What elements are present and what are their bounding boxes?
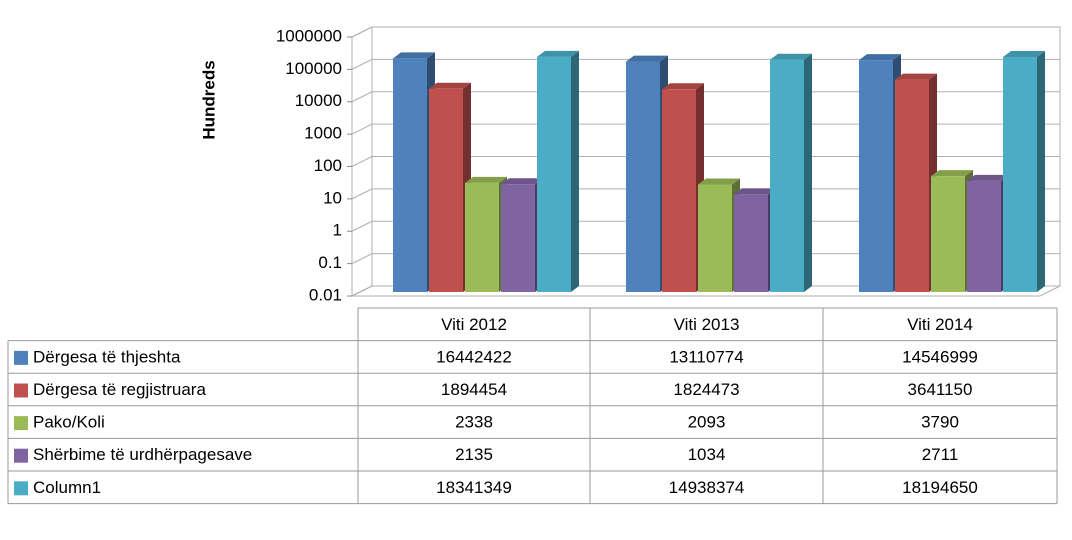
legend-swatch	[14, 448, 28, 463]
y-tick-label: 100000	[285, 59, 342, 78]
y-tick-label: 10	[323, 188, 342, 207]
bar-top	[429, 82, 471, 89]
bar	[429, 88, 463, 293]
table-value: 1034	[688, 445, 726, 464]
bar-top	[734, 188, 776, 195]
table-value: 14546999	[902, 347, 978, 366]
table-value: 1894454	[441, 380, 507, 399]
bar-top	[662, 83, 704, 90]
bar	[734, 194, 768, 292]
grid-line-side	[351, 188, 373, 200]
table-value: 2338	[455, 413, 493, 432]
grid-line-side	[351, 123, 373, 135]
legend-label: Shërbime të urdhërpagesave	[33, 445, 252, 464]
table-header: Viti 2013	[674, 315, 740, 334]
table-value: 14938374	[669, 478, 745, 497]
bar-top	[895, 73, 937, 80]
bar	[393, 58, 427, 293]
table-value: 3790	[921, 413, 959, 432]
bar-top	[1003, 50, 1045, 57]
bar	[698, 184, 732, 292]
table-header: Viti 2012	[441, 315, 507, 334]
bar-top	[931, 170, 973, 177]
table-value: 16442422	[436, 347, 512, 366]
grid-line-side	[351, 156, 373, 167]
bar	[537, 56, 571, 293]
bar-top	[465, 176, 507, 183]
legend-label: Dërgesa të thjeshta	[33, 347, 181, 366]
table-value: 1824473	[673, 380, 739, 399]
bar	[770, 59, 804, 292]
grid-line-side	[351, 253, 373, 265]
grid-line-side	[351, 91, 373, 103]
y-tick-label: 0.1	[318, 253, 342, 272]
bar	[662, 89, 696, 292]
grid-line-side	[351, 220, 373, 232]
bar-top	[770, 53, 812, 60]
table-value: 2093	[688, 413, 726, 432]
table-value: 2711	[922, 445, 959, 464]
bar	[626, 61, 660, 292]
y-tick-label: 1	[333, 221, 342, 240]
bar	[895, 79, 929, 293]
bar	[465, 182, 499, 292]
bar	[967, 180, 1001, 292]
legend-label: Dërgesa të regjistruara	[33, 380, 206, 399]
bar-side	[1037, 50, 1045, 293]
y-tick-label: 1000000	[276, 26, 342, 45]
y-tick-label: 0.01	[309, 285, 342, 304]
bar-top	[626, 55, 668, 62]
table-value: 18341349	[436, 478, 512, 497]
grid-line-side	[351, 285, 373, 297]
bar-top	[537, 50, 579, 57]
y-axis-title: Hundreds	[199, 60, 218, 139]
bar	[931, 176, 965, 292]
bar	[859, 60, 893, 292]
y-tick-label: 1000	[304, 124, 342, 143]
bar-top	[967, 174, 1009, 181]
table-value: 18194650	[902, 478, 978, 497]
legend-swatch	[14, 481, 28, 496]
table-value: 13110774	[669, 347, 743, 366]
bar	[1003, 56, 1037, 293]
bar-top	[859, 54, 901, 61]
legend-label: Pako/Koli	[33, 413, 105, 432]
y-tick-label: 100	[314, 156, 342, 175]
bar-top	[393, 52, 435, 59]
table-value: 3641150	[908, 380, 973, 399]
bar-side	[804, 53, 812, 292]
legend-swatch	[14, 383, 28, 398]
grid-line-side	[351, 26, 373, 38]
legend-swatch	[14, 350, 28, 365]
table-header: Viti 2014	[907, 315, 973, 334]
grid-line-side	[351, 58, 373, 70]
table-value: 2135	[455, 445, 493, 464]
bar-side	[571, 50, 579, 293]
legend-label: Column1	[33, 478, 101, 497]
bar	[501, 184, 535, 292]
y-tick-label: 10000	[295, 91, 342, 110]
bar-top	[501, 178, 543, 185]
legend-swatch	[14, 416, 28, 431]
bar-top	[698, 178, 740, 185]
